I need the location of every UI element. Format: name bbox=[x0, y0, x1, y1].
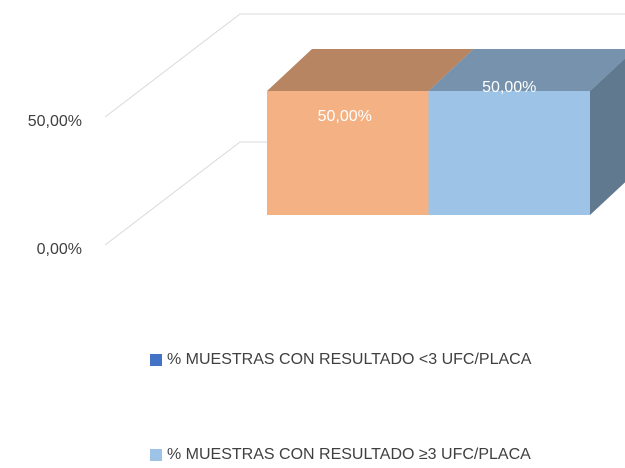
y-tick-label: 0,00% bbox=[37, 241, 82, 258]
legend-label: % MUESTRAS CON RESULTADO ≥3 UFC/PLACA bbox=[167, 446, 531, 463]
data-label: 50,00% bbox=[318, 108, 372, 125]
legend-swatch bbox=[150, 354, 162, 366]
y-tick-label: 50,00% bbox=[28, 113, 82, 130]
bar-segment-top bbox=[428, 49, 625, 91]
bar-segment bbox=[428, 91, 590, 215]
legend-label: % MUESTRAS CON RESULTADO <3 UFC/PLACA bbox=[167, 351, 532, 368]
grid-line bbox=[104, 13, 625, 118]
bar-segment-side bbox=[590, 58, 625, 215]
legend-swatch bbox=[150, 449, 162, 461]
bar-segment-top bbox=[267, 49, 474, 91]
bar-segment bbox=[267, 91, 429, 215]
data-label: 50,00% bbox=[482, 79, 536, 96]
